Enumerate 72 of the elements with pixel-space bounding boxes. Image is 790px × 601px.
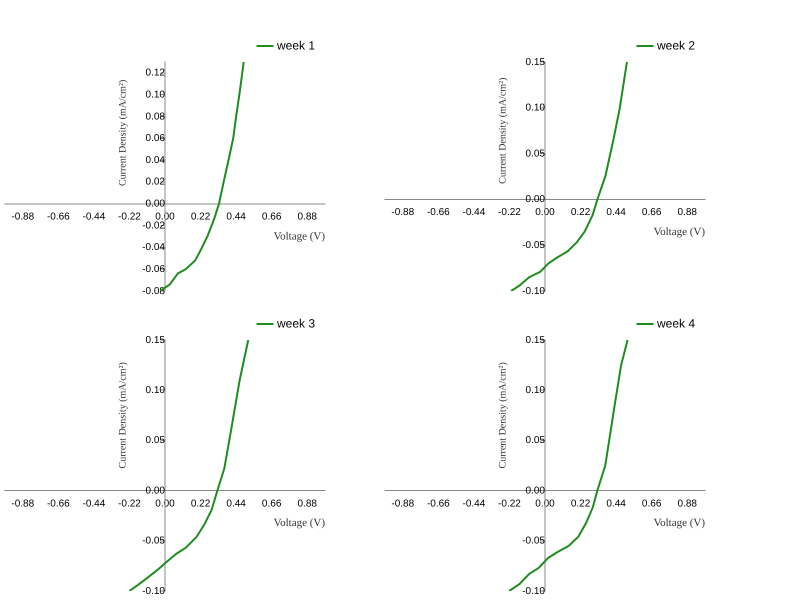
x-tick-label: 0.66 xyxy=(262,212,282,223)
x-tick-label: -0.88 xyxy=(11,212,35,223)
legend-label: week 2 xyxy=(656,38,696,52)
y-tick-label: -0.10 xyxy=(522,586,546,597)
y-tick-label: -0.05 xyxy=(522,536,546,547)
y-tick-label: -0.05 xyxy=(522,240,546,251)
y-tick-label: 0.10 xyxy=(526,102,546,114)
x-tick-label: -0.22 xyxy=(118,212,142,223)
x-tick-label: 0.88 xyxy=(297,212,318,223)
x-tick-label: 0.22 xyxy=(190,498,211,510)
x-tick-label: -0.22 xyxy=(498,498,522,510)
x-tick-label: 0.66 xyxy=(262,498,282,510)
x-tick-label: -0.22 xyxy=(118,498,142,510)
y-axis-title: Current Density (mA/cm²) xyxy=(118,80,129,186)
x-tick-label: -0.44 xyxy=(462,498,486,510)
x-tick-label: -0.66 xyxy=(426,498,450,510)
x-tick-label: -0.88 xyxy=(391,498,415,510)
y-tick-label: 0.06 xyxy=(146,133,166,144)
x-tick-label: 0.66 xyxy=(642,207,662,218)
x-tick-label: 0.88 xyxy=(297,498,318,510)
x-tick-label: 0.22 xyxy=(570,207,591,218)
x-tick-label: -0.66 xyxy=(426,207,450,218)
y-axis-title: Current Density (mA/cm²) xyxy=(118,362,129,468)
y-tick-label: 0.00 xyxy=(526,485,546,496)
y-tick-label: 0.05 xyxy=(526,435,546,446)
x-tick-label: -0.88 xyxy=(11,498,35,510)
y-tick-label: 0.08 xyxy=(146,111,166,122)
y-tick-label: 0.10 xyxy=(146,89,166,100)
y-tick-label: 0.12 xyxy=(146,68,166,79)
y-tick-label: 0.00 xyxy=(146,485,166,496)
x-tick-label: -0.44 xyxy=(82,212,106,223)
legend-label: week 1 xyxy=(276,38,316,52)
y-tick-label: 0.00 xyxy=(146,198,166,210)
y-tick-label: -0.05 xyxy=(142,536,166,547)
x-tick-label: 0.88 xyxy=(677,207,698,218)
y-tick-label: 0.10 xyxy=(526,384,546,396)
x-tick-label: 0.44 xyxy=(226,212,246,223)
y-tick-label: 0.05 xyxy=(526,148,546,160)
x-tick-label: -0.88 xyxy=(391,207,415,218)
x-axis-title: Voltage (V) xyxy=(274,230,326,242)
y-tick-label: 0.00 xyxy=(526,194,546,206)
x-tick-label: 0.88 xyxy=(677,498,698,510)
y-axis-title: Current Density (mA/cm²) xyxy=(498,78,509,184)
x-tick-label: 0.44 xyxy=(226,498,246,510)
legend-label: week 4 xyxy=(656,316,696,330)
legend-label: week 3 xyxy=(276,316,316,330)
y-tick-label: 0.05 xyxy=(146,435,166,446)
x-tick-label: 0.44 xyxy=(606,498,626,510)
x-tick-label: -0.66 xyxy=(46,212,70,223)
y-tick-label: 0.04 xyxy=(146,154,166,166)
x-axis-title: Voltage (V) xyxy=(274,517,326,530)
y-tick-label: 0.02 xyxy=(146,176,166,188)
y-tick-label: 0.15 xyxy=(146,334,166,346)
y-tick-label: -0.02 xyxy=(142,220,166,232)
x-tick-label: 0.22 xyxy=(190,212,211,223)
x-tick-label: -0.66 xyxy=(46,498,70,510)
x-axis-title: Voltage (V) xyxy=(654,226,706,238)
x-tick-label: 0.44 xyxy=(606,207,626,218)
x-axis-title: Voltage (V) xyxy=(654,517,706,530)
x-tick-label: 0.22 xyxy=(570,498,591,510)
x-tick-label: 0.66 xyxy=(642,498,662,510)
y-tick-label: 0.15 xyxy=(526,334,546,346)
y-tick-label: -0.10 xyxy=(142,586,166,597)
x-tick-label: -0.44 xyxy=(82,498,106,510)
x-tick-label: -0.22 xyxy=(498,207,522,218)
y-tick-label: -0.10 xyxy=(522,286,546,297)
y-tick-label: 0.15 xyxy=(526,56,546,68)
y-tick-label: 0.10 xyxy=(146,384,166,396)
y-tick-label: -0.06 xyxy=(142,264,166,275)
x-tick-label: -0.44 xyxy=(462,207,486,218)
y-tick-label: -0.04 xyxy=(142,242,166,254)
y-axis-title: Current Density (mA/cm²) xyxy=(498,362,509,468)
